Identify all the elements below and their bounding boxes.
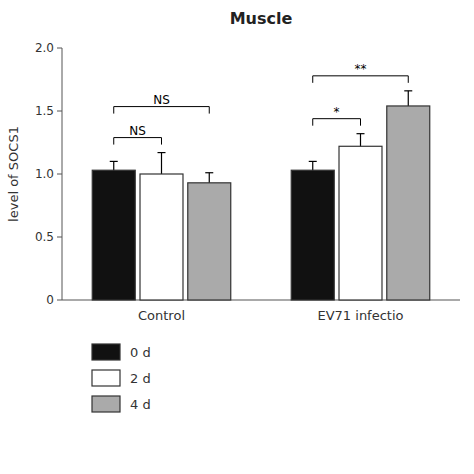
y-tick xyxy=(57,300,62,301)
significance-bracket xyxy=(114,138,162,145)
y-tick xyxy=(57,237,62,238)
annotation: * xyxy=(334,105,340,119)
significance-bracket xyxy=(313,119,361,126)
x-tick-label: Control xyxy=(138,308,185,323)
bar xyxy=(291,170,334,300)
annotation: NS xyxy=(129,124,146,138)
legend-swatch xyxy=(92,396,120,412)
bar xyxy=(387,106,430,300)
legend-swatch xyxy=(92,370,120,386)
y-tick-label: 1.0 xyxy=(35,167,54,181)
y-tick xyxy=(57,48,62,49)
bar xyxy=(140,174,183,300)
legend-swatch xyxy=(92,344,120,360)
title: Muscle xyxy=(230,9,293,28)
legend-label: 4 d xyxy=(130,397,151,412)
bar xyxy=(92,170,135,300)
legend: 0 d 2 d 4 d xyxy=(92,344,151,412)
legend-label: 2 d xyxy=(130,371,151,386)
y-tick-label: 0 xyxy=(46,293,54,307)
legend-label: 0 d xyxy=(130,345,151,360)
bar xyxy=(339,146,382,300)
significance-bracket xyxy=(114,107,210,114)
y-axis xyxy=(62,48,63,300)
bar xyxy=(188,183,231,300)
y-tick-label: 0.5 xyxy=(35,230,54,244)
y-tick-label: 2.0 xyxy=(35,41,54,55)
annotation: NS xyxy=(153,93,170,107)
significance-bracket xyxy=(313,76,409,83)
y-tick xyxy=(57,174,62,175)
y-axis-label: level of SOCS1 xyxy=(6,126,21,222)
x-tick-label: EV71 infectio xyxy=(317,308,403,323)
annotation: ** xyxy=(355,62,367,76)
y-tick-label: 1.5 xyxy=(35,104,54,118)
y-tick xyxy=(57,111,62,112)
chart: Muscle level of SOCS1 0 0.5 1.0 1.5 2.0 Control… xyxy=(0,0,474,474)
